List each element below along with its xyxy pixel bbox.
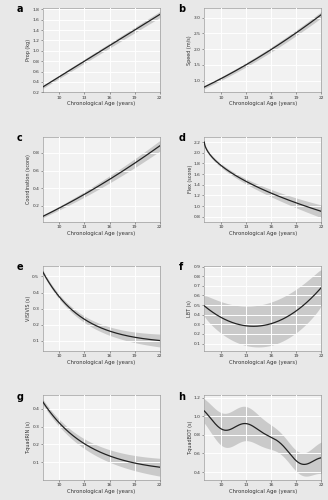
Y-axis label: LBT (s): LBT (s) (187, 300, 193, 317)
X-axis label: Chronological Age (years): Chronological Age (years) (67, 230, 135, 235)
Y-axis label: Prop (kg): Prop (kg) (26, 39, 31, 61)
X-axis label: Chronological Age (years): Chronological Age (years) (67, 489, 135, 494)
Text: e: e (17, 262, 24, 272)
Y-axis label: Speed (m/s): Speed (m/s) (187, 35, 193, 65)
Text: b: b (178, 4, 186, 14)
Text: c: c (17, 134, 23, 143)
X-axis label: Chronological Age (years): Chronological Age (years) (229, 102, 297, 106)
Text: a: a (17, 4, 23, 14)
X-axis label: Chronological Age (years): Chronological Age (years) (67, 102, 135, 106)
Y-axis label: Flex (score): Flex (score) (188, 165, 193, 194)
Y-axis label: VISIVIS (s): VISIVIS (s) (26, 296, 31, 321)
Text: h: h (178, 392, 186, 402)
X-axis label: Chronological Age (years): Chronological Age (years) (229, 230, 297, 235)
X-axis label: Chronological Age (years): Chronological Age (years) (229, 360, 297, 364)
X-axis label: Chronological Age (years): Chronological Age (years) (229, 489, 297, 494)
Text: d: d (178, 134, 186, 143)
Y-axis label: Coordination (score): Coordination (score) (26, 154, 31, 204)
Text: f: f (178, 262, 183, 272)
Y-axis label: T-quadRIN (s): T-quadRIN (s) (26, 421, 31, 454)
Text: g: g (17, 392, 24, 402)
X-axis label: Chronological Age (years): Chronological Age (years) (67, 360, 135, 364)
Y-axis label: T-quadBOT (s): T-quadBOT (s) (188, 420, 193, 454)
